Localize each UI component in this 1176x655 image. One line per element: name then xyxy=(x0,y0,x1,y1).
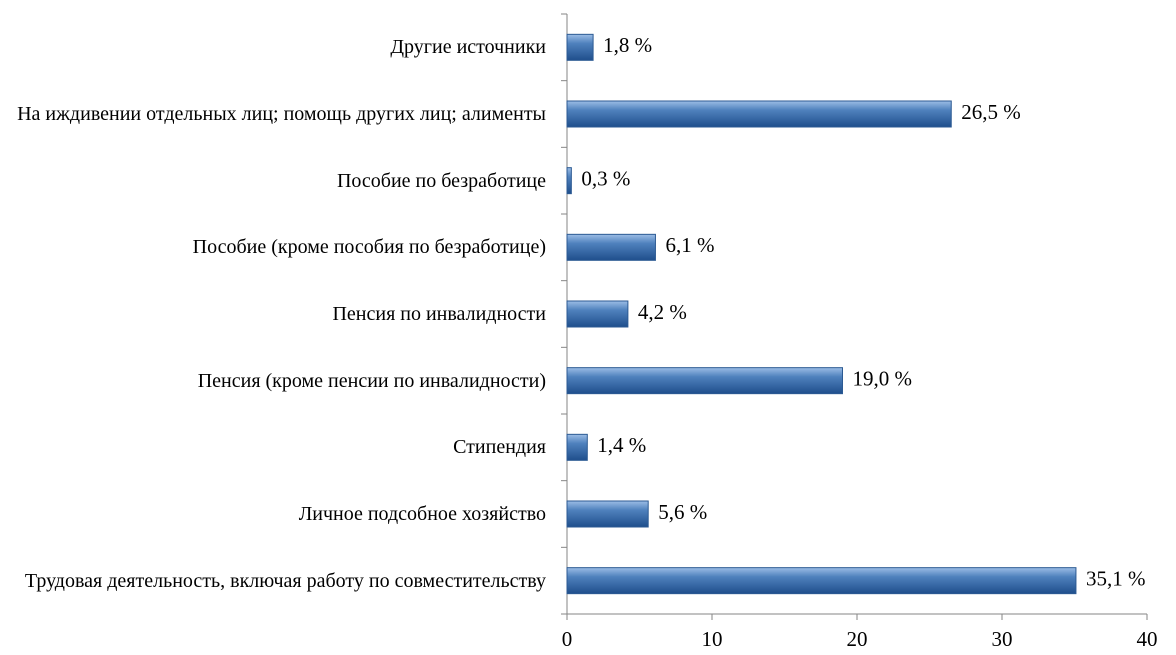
bar xyxy=(566,100,952,128)
category-label: Личное подсобное хозяйство xyxy=(298,503,546,525)
value-label: 1,8 % xyxy=(603,33,652,57)
category-label-box: На иждивении отдельных лиц; помощь други… xyxy=(1,102,546,126)
bar xyxy=(566,367,843,395)
category-label-box: Пособие (кроме пособия по безработице) xyxy=(1,235,546,259)
x-tick-label: 10 xyxy=(702,627,723,651)
category-label-box: Пособие по безработице xyxy=(1,169,546,193)
value-label: 35,1 % xyxy=(1086,566,1146,590)
value-label: 26,5 % xyxy=(961,100,1021,124)
value-label: 6,1 % xyxy=(665,233,714,257)
category-label-box: Пенсия (кроме пенсии по инвалидности) xyxy=(1,369,546,393)
value-label: 5,6 % xyxy=(658,500,707,524)
category-label: Пенсия по инвалидности xyxy=(332,303,546,325)
bar xyxy=(566,433,588,461)
value-label: 4,2 % xyxy=(638,300,687,324)
category-label: Пособие (кроме пособия по безработице) xyxy=(192,236,546,259)
category-label-box: Пенсия по инвалидности xyxy=(1,302,546,326)
value-label: 1,4 % xyxy=(597,433,646,457)
category-label: Трудовая деятельность, включая работу по… xyxy=(24,569,546,592)
category-label: Другие источники xyxy=(390,36,546,59)
category-label: Стипендия xyxy=(453,436,546,459)
category-label: Пенсия (кроме пенсии по инвалидности) xyxy=(197,369,546,392)
category-label: На иждивении отдельных лиц; помощь други… xyxy=(17,103,546,125)
category-label-box: Личное подсобное хозяйство xyxy=(1,502,546,526)
x-tick-label: 40 xyxy=(1137,627,1158,651)
bar xyxy=(566,300,629,328)
x-tick-label: 0 xyxy=(562,627,573,651)
value-label: 0,3 % xyxy=(581,166,630,190)
x-tick-label: 20 xyxy=(847,627,868,651)
bar xyxy=(566,233,656,261)
bar xyxy=(566,567,1077,595)
bar xyxy=(566,167,572,195)
x-tick-label: 30 xyxy=(992,627,1013,651)
category-label-box: Стипендия xyxy=(1,435,546,459)
category-label-box: Другие источники xyxy=(1,35,546,59)
value-label: 19,0 % xyxy=(853,366,913,390)
category-label: Пособие по безработице xyxy=(336,169,546,192)
bar xyxy=(566,500,649,528)
bar xyxy=(566,33,594,61)
category-label-box: Трудовая деятельность, включая работу по… xyxy=(1,569,546,593)
